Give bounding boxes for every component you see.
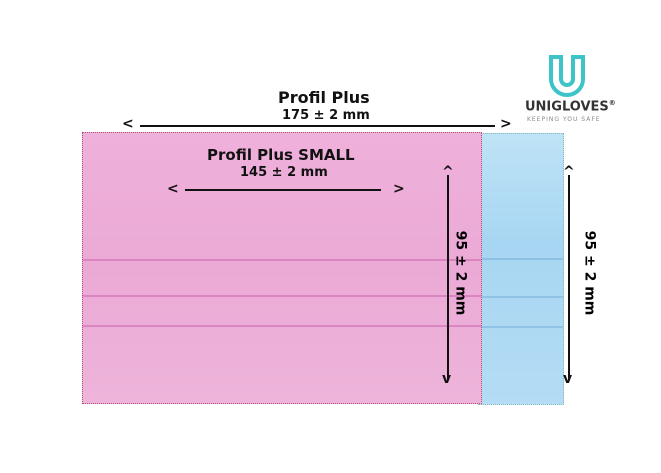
arrow-right: > [500,116,512,132]
logo: UNIGLOVES® KEEPING YOU SAFE [525,55,635,125]
arrow-left: < [122,116,134,132]
logo-brand: UNIGLOVES® [525,99,616,115]
small-arrow-left: < [167,181,179,197]
profil-plus-mask [478,133,564,405]
width-line [140,125,495,127]
arrow-up: ^ [563,164,575,180]
small-height-line [447,175,449,380]
profil-plus-title: Profil Plus [278,88,370,107]
profil-plus-small-mask [82,132,482,404]
profil-plus-height: 95 ± 2 mm [581,230,598,316]
unigloves-u-icon [549,55,585,97]
profil-plus-small-title: Profil Plus SMALL [207,146,355,164]
small-arrow-right: > [393,181,405,197]
small-arrow-up: ^ [442,164,454,180]
small-arrow-down: v [442,371,452,387]
small-width-line [185,189,381,191]
arrow-down: v [563,371,573,387]
small-height: 95 ± 2 mm [452,230,469,316]
profil-plus-width: 175 ± 2 mm [282,108,370,123]
logo-tagline: KEEPING YOU SAFE [527,116,601,123]
height-line [568,175,570,380]
profil-plus-small-width: 145 ± 2 mm [240,165,328,180]
